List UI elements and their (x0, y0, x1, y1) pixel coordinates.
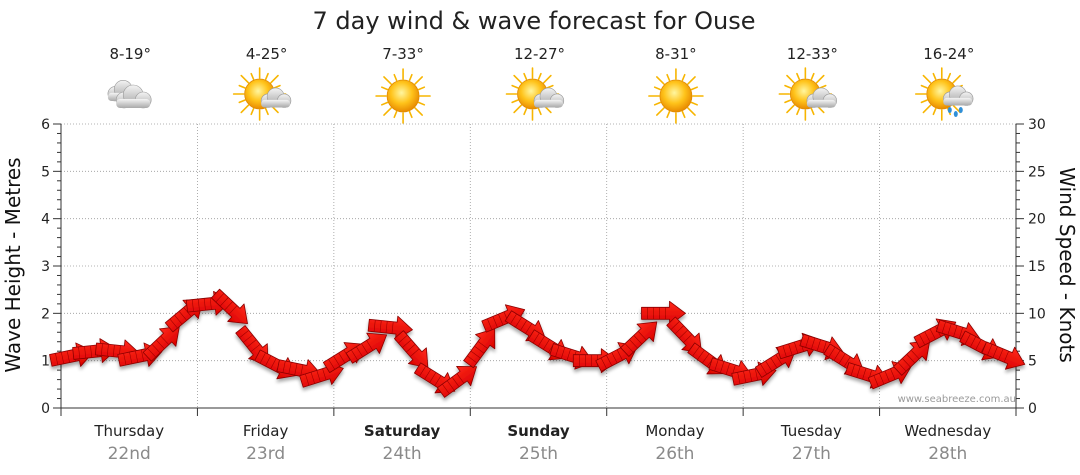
y-tick-label-left: 5 (41, 164, 50, 180)
y-axis-right-title: Wind Speed - Knots (1055, 167, 1079, 363)
wind-arrow (345, 332, 388, 364)
temperature-range: 8-19° (109, 45, 151, 63)
x-date-label: 26th (655, 444, 694, 464)
plot-area: 0 1 2 3 4 5 6 0 5 10 15 20 25 30 Thursday 22nd Friday 23r… (41, 117, 1046, 464)
x-date-label: 28th (928, 444, 967, 464)
partly-cloudy-icon: 4-25° (232, 45, 292, 121)
x-date-label: 25th (519, 444, 558, 464)
x-date-label: 24th (383, 444, 422, 464)
temperature-range: 8-31° (655, 45, 697, 63)
y-tick-label-left: 2 (41, 306, 50, 322)
raindrop (953, 111, 958, 117)
wind-arrow (463, 328, 496, 369)
temperature-range: 12-33° (787, 45, 838, 63)
wind-arrow (981, 341, 1026, 370)
x-date-label: 27th (792, 444, 831, 464)
temperature-range: 16-24° (923, 45, 974, 63)
raindrop (947, 107, 952, 113)
temperature-range: 4-25° (246, 45, 288, 63)
x-day-label: Thursday (93, 422, 164, 440)
partly-cloudy-icon: 12-27° (505, 45, 565, 121)
x-day-label: Friday (243, 422, 289, 440)
y-tick-label-left: 4 (41, 212, 50, 228)
y-axis-left-title: Wave Height - Metres (1, 157, 25, 372)
showers-icon: 16-24° (914, 45, 974, 121)
x-date-label: 23rd (246, 444, 285, 464)
x-day-label: Sunday (507, 422, 570, 440)
partly-cloudy-icon: 12-33° (778, 45, 838, 121)
x-date-label: 22nd (108, 444, 151, 464)
wind-arrow (393, 330, 429, 369)
cloudy-icon: 8-19° (107, 45, 152, 109)
y-tick-label-right: 0 (1028, 401, 1037, 417)
daily-weather-header: 8-19° 4-25° 7-33° 12-27° 8-31° 12-33° 16-24° (107, 45, 974, 124)
wind-arrow (620, 321, 658, 357)
y-tick-label-right: 20 (1028, 212, 1046, 228)
y-tick-label-right: 30 (1028, 117, 1046, 133)
temperature-range: 7-33° (382, 45, 424, 63)
x-day-label: Monday (645, 422, 704, 440)
sunny-icon: 7-33° (375, 45, 431, 124)
y-tick-label-right: 25 (1028, 164, 1046, 180)
x-day-label: Wednesday (904, 422, 991, 440)
wind-arrow (437, 365, 477, 398)
x-day-label: Tuesday (780, 422, 842, 440)
wind-arrow (210, 288, 248, 325)
y-tick-label-right: 5 (1028, 354, 1037, 370)
y-tick-label-left: 1 (41, 354, 50, 370)
credit-text: www.seabreeze.com.au (898, 394, 1016, 405)
y-tick-label-right: 10 (1028, 306, 1046, 322)
y-tick-label-right: 15 (1028, 259, 1046, 275)
x-day-label: Saturday (364, 422, 441, 440)
y-tick-label-left: 3 (41, 259, 50, 275)
y-tick-label-left: 0 (41, 401, 50, 417)
raindrop (958, 107, 963, 113)
wind-arrow-series (49, 288, 1026, 398)
temperature-range: 12-27° (514, 45, 565, 63)
wind-arrow (142, 326, 180, 362)
sunny-icon: 8-31° (648, 45, 704, 124)
chart-title: 7 day wind & wave forecast for Ouse (312, 7, 755, 35)
y-tick-label-left: 6 (41, 117, 50, 133)
wind-arrow (893, 340, 931, 376)
